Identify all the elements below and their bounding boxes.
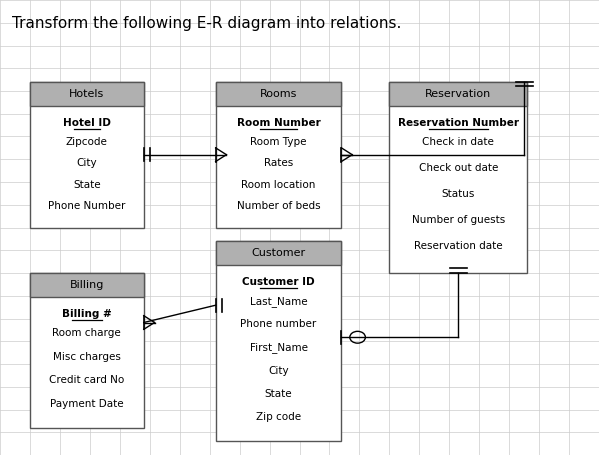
Text: Zipcode: Zipcode — [66, 137, 108, 147]
Text: Misc charges: Misc charges — [53, 352, 121, 362]
Text: Customer ID: Customer ID — [242, 277, 315, 287]
Text: Check in date: Check in date — [422, 137, 494, 147]
FancyBboxPatch shape — [216, 82, 341, 228]
Text: City: City — [77, 158, 97, 168]
Text: Billing: Billing — [69, 280, 104, 290]
Text: Phone number: Phone number — [240, 319, 317, 329]
Text: Rooms: Rooms — [260, 89, 297, 99]
FancyBboxPatch shape — [30, 273, 144, 428]
Text: Room location: Room location — [241, 180, 316, 190]
Text: Phone Number: Phone Number — [48, 201, 126, 211]
Text: Billing #: Billing # — [62, 309, 112, 319]
FancyBboxPatch shape — [389, 82, 527, 106]
Text: Number of beds: Number of beds — [237, 201, 320, 211]
FancyBboxPatch shape — [216, 82, 341, 106]
FancyBboxPatch shape — [216, 241, 341, 265]
Text: Customer: Customer — [252, 248, 305, 258]
Text: Reservation Number: Reservation Number — [398, 118, 519, 128]
FancyBboxPatch shape — [30, 82, 144, 106]
Text: State: State — [73, 180, 101, 190]
Text: City: City — [268, 366, 289, 376]
Text: State: State — [265, 389, 292, 399]
Text: Number of guests: Number of guests — [412, 215, 505, 225]
Text: Credit card No: Credit card No — [49, 375, 125, 385]
Text: Hotels: Hotels — [69, 89, 104, 99]
Text: Room Number: Room Number — [237, 118, 320, 128]
Text: Hotel ID: Hotel ID — [63, 118, 111, 128]
Text: Last_Name: Last_Name — [250, 296, 307, 307]
Text: Room charge: Room charge — [53, 328, 121, 338]
Text: Reservation: Reservation — [425, 89, 491, 99]
Text: Zip code: Zip code — [256, 413, 301, 423]
FancyBboxPatch shape — [30, 82, 144, 228]
Text: Status: Status — [441, 189, 475, 199]
FancyBboxPatch shape — [389, 82, 527, 273]
FancyBboxPatch shape — [30, 273, 144, 297]
Text: Check out date: Check out date — [419, 163, 498, 173]
Text: Payment Date: Payment Date — [50, 399, 123, 409]
Text: Room Type: Room Type — [250, 137, 307, 147]
Text: Rates: Rates — [264, 158, 293, 168]
Text: Transform the following E-R diagram into relations.: Transform the following E-R diagram into… — [12, 16, 401, 31]
Text: First_Name: First_Name — [250, 342, 307, 353]
FancyBboxPatch shape — [216, 241, 341, 441]
Text: Reservation date: Reservation date — [414, 241, 503, 251]
